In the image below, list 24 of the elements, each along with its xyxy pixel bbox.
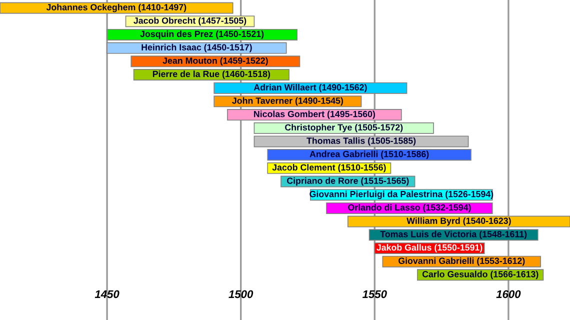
y-tick-label: Cipriano de Rore (1515-1565) bbox=[287, 177, 409, 186]
x-tick-label: 1500 bbox=[228, 290, 254, 298]
y-tick-label: Thomas Tallis (1505-1585) bbox=[306, 137, 416, 146]
x-tick-label: 1600 bbox=[496, 290, 521, 298]
y-tick-label: Andrea Gabrielli (1510-1586) bbox=[310, 150, 429, 159]
y-tick-label: Jacob Obrecht (1457-1505) bbox=[134, 17, 246, 26]
y-tick-label: Giovanni Gabrielli (1553-1612) bbox=[398, 257, 525, 266]
y-tick-label: Tomas Luis de Victoria (1548-1611) bbox=[380, 230, 527, 240]
y-tick-label: Johannes Ockeghem (1410-1497) bbox=[46, 4, 186, 12]
y-tick-label: Nicolas Gombert (1495-1560) bbox=[254, 110, 376, 119]
y-tick-label: Christopher Tye (1505-1572) bbox=[285, 124, 403, 132]
y-tick-label: Adrian Willaert (1490-1562) bbox=[254, 84, 367, 92]
y-tick-label: Pierre de la Rue (1460-1518) bbox=[152, 70, 270, 79]
y-tick-label: John Taverner (1490-1545) bbox=[232, 97, 343, 106]
y-tick-label: Josquin des Prez (1450-1521) bbox=[140, 30, 264, 39]
y-tick-label: Carlo Gesualdo (1566-1613) bbox=[422, 270, 538, 280]
x-tick-label: 1550 bbox=[362, 290, 387, 298]
x-tick-label: 1450 bbox=[94, 290, 120, 298]
y-tick-label: Jean Mouton (1459-1522) bbox=[162, 57, 268, 66]
y-tick-label: Orlando di Lasso (1532-1594) bbox=[348, 204, 471, 212]
y-tick-label: William Byrd (1540-1623) bbox=[406, 217, 511, 226]
y-tick-label: Jacob Clement (1510-1556) bbox=[272, 164, 386, 172]
y-tick-label: Jakob Gallus (1550-1591) bbox=[376, 244, 482, 252]
y-tick-label: Heinrich Isaac (1450-1517) bbox=[142, 44, 252, 52]
